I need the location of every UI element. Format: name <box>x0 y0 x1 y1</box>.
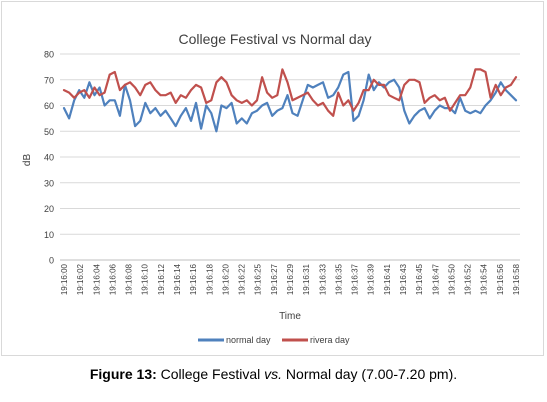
y-tick-label: 20 <box>44 204 54 214</box>
x-tick-label: 19:16:39 <box>367 263 376 295</box>
y-tick-labels: 0 10 20 30 40 50 60 70 80 <box>44 50 54 266</box>
x-tick-label: 19:16:18 <box>205 263 214 295</box>
x-tick-label: 19:16:43 <box>399 263 408 295</box>
chart-frame: 0 10 20 30 40 50 60 70 80 19:16:00 19:16:02 19:16:… <box>1 1 544 356</box>
legend: normal day rivera day <box>198 335 350 345</box>
x-tick-label: 19:16:04 <box>92 263 101 295</box>
x-tick-label: 19:16:54 <box>480 263 489 295</box>
x-tick-label: 19:16:10 <box>141 263 150 295</box>
x-tick-label: 19:16:52 <box>464 263 473 295</box>
x-tick-label: 19:16:35 <box>334 263 343 295</box>
x-tick-label: 19:16:16 <box>189 263 198 295</box>
x-tick-label: 19:16:06 <box>108 263 117 295</box>
legend-label-1: rivera day <box>310 335 350 345</box>
x-tick-labels: 19:16:00 19:16:02 19:16:04 19:16:06 19:16:08… <box>60 263 521 295</box>
series-line-0 <box>62 70 518 133</box>
x-tick-label: 19:16:12 <box>157 263 166 295</box>
caption-text-1: College Festival <box>156 366 265 382</box>
series-line-1 <box>62 68 518 117</box>
y-axis-label: dB <box>22 154 33 167</box>
y-tick-label: 60 <box>44 101 54 111</box>
x-axis-label: Time <box>279 311 301 322</box>
x-tick-label: 19:16:00 <box>60 263 69 295</box>
x-tick-label: 19:16:25 <box>254 263 263 295</box>
x-tick-label: 19:16:58 <box>512 263 521 295</box>
caption-vs: vs. <box>264 366 283 382</box>
y-tick-label: 80 <box>44 50 54 60</box>
x-tick-label: 19:16:08 <box>125 263 134 295</box>
x-tick-label: 19:16:41 <box>383 263 392 295</box>
x-tick-label: 19:16:02 <box>76 263 85 295</box>
chart-title: College Festival vs Normal day <box>179 31 372 47</box>
y-tick-label: 70 <box>44 75 54 85</box>
y-tick-label: 0 <box>49 256 54 266</box>
x-tick-label: 19:16:29 <box>286 263 295 295</box>
x-tick-label: 19:16:50 <box>447 263 456 295</box>
x-tick-label: 19:16:45 <box>415 263 424 295</box>
x-tick-label: 19:16:20 <box>221 263 230 295</box>
caption-text-2: Normal day (7.00-7.20 pm). <box>282 366 458 382</box>
x-tick-label: 19:16:14 <box>173 263 182 295</box>
y-tick-label: 50 <box>44 127 54 137</box>
series-lines <box>62 68 518 133</box>
x-tick-label: 19:16:33 <box>318 263 327 295</box>
x-tick-label: 19:16:27 <box>270 263 279 295</box>
x-tick-label: 19:16:37 <box>351 263 360 295</box>
caption-label: Figure 13: <box>89 366 157 382</box>
y-tick-label: 10 <box>44 230 54 240</box>
x-tick-label: 19:16:22 <box>238 263 247 295</box>
x-tick-label: 19:16:31 <box>302 263 311 295</box>
x-tick-label: 19:16:47 <box>431 263 440 295</box>
y-tick-label: 40 <box>44 153 54 163</box>
figure-caption: Figure 13: College Festival vs. Normal d… <box>0 366 547 382</box>
y-tick-label: 30 <box>44 178 54 188</box>
x-tick-label: 19:16:56 <box>496 263 505 295</box>
legend-label-0: normal day <box>226 335 271 345</box>
gridlines <box>60 53 520 261</box>
